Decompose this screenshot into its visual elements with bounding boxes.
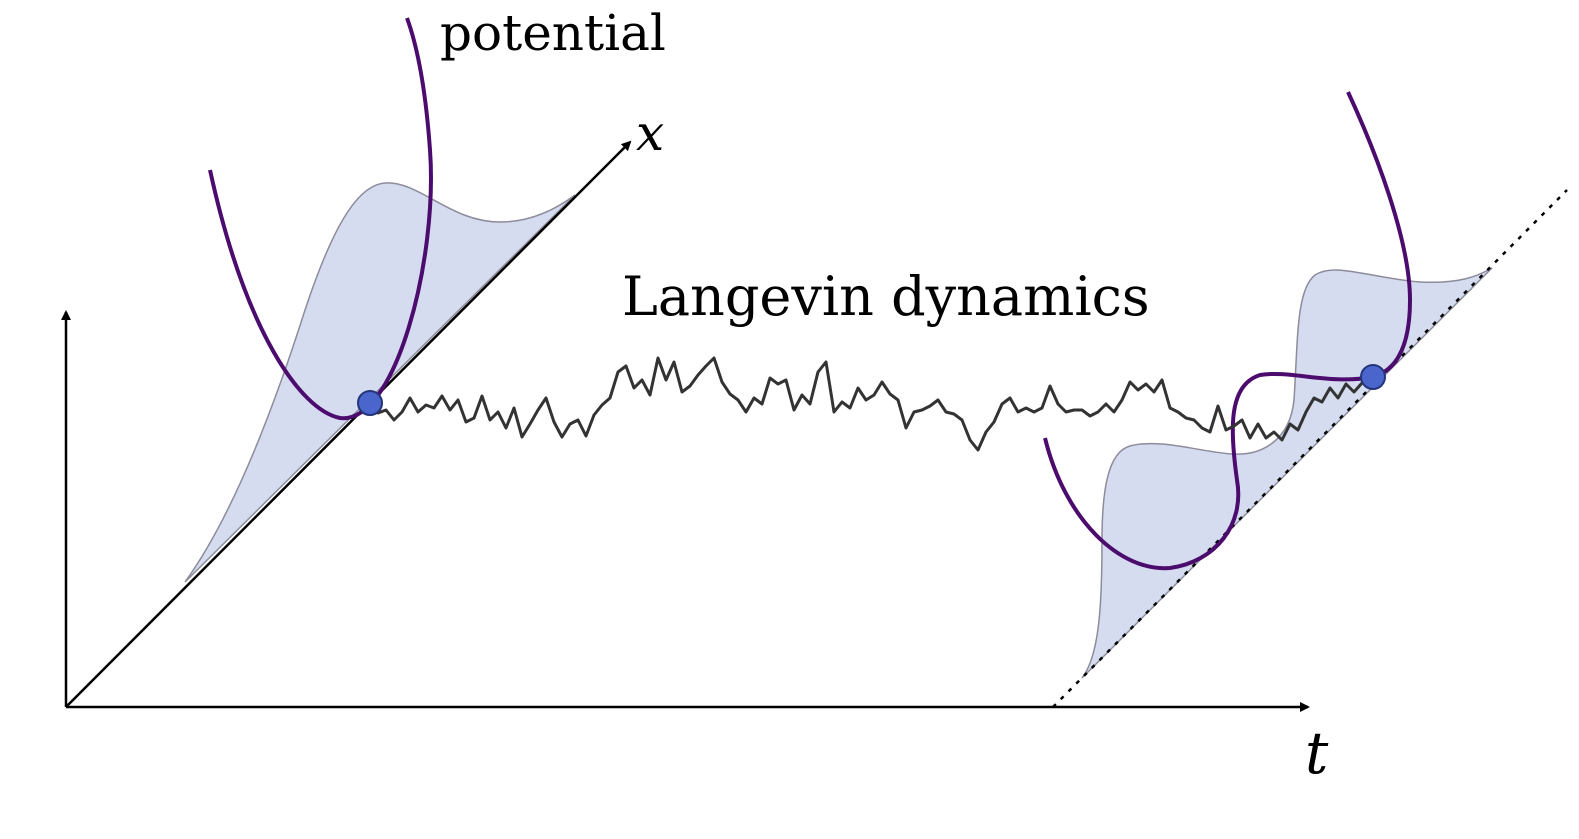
initial-potential-curve xyxy=(208,17,433,421)
final-particle xyxy=(1360,364,1386,390)
t-axis-label: t xyxy=(1305,719,1329,787)
potential-label: potential xyxy=(440,4,666,62)
final-time-axis xyxy=(1052,189,1568,708)
x-axis-label: x xyxy=(636,104,665,162)
initial-particle xyxy=(357,390,383,416)
langevin-trajectory xyxy=(368,356,1374,452)
final-potential-curve xyxy=(1043,91,1413,571)
space-axis xyxy=(65,140,632,708)
langevin-dynamics-label: Langevin dynamics xyxy=(622,265,1150,328)
initial-density xyxy=(184,182,576,583)
